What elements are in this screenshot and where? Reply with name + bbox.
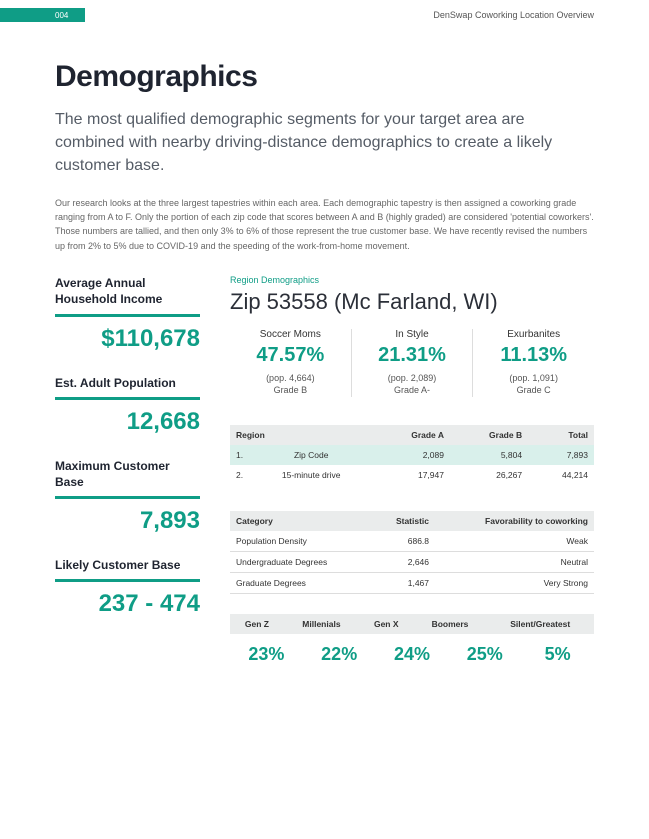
t1-h-a: Grade A [372, 425, 450, 445]
segment: In Style 21.31% (pop. 2,089) Grade A- [351, 329, 473, 396]
gen-v-2: 24% [376, 644, 449, 665]
segment-pct: 11.13% [479, 344, 588, 367]
segment-pop: (pop. 2,089) [358, 373, 467, 385]
t1-r0-n: 1. [230, 445, 250, 465]
t2-h-stat: Statistic [373, 511, 435, 531]
stat-max-value: 7,893 [55, 507, 200, 535]
segment-grade: Grade C [479, 385, 588, 397]
t2-r1-fav: Neutral [435, 551, 594, 572]
gen-v-3: 25% [448, 644, 521, 665]
segment-pct: 47.57% [236, 344, 345, 367]
t2-r1-stat: 2,646 [373, 551, 435, 572]
t2-r0-stat: 686.8 [373, 531, 435, 552]
stat-rule [55, 314, 200, 317]
gen-h-0: Gen Z [230, 614, 284, 634]
segment-pct: 21.31% [358, 344, 467, 367]
stat-pop-label: Est. Adult Population [55, 375, 200, 391]
region-grade-table: Region Grade A Grade B Total 1. Zip Code… [230, 425, 594, 485]
t1-r0-t: 7,893 [528, 445, 594, 465]
segment: Soccer Moms 47.57% (pop. 4,664) Grade B [230, 329, 351, 396]
t1-r1-name: 15-minute drive [250, 465, 372, 485]
t2-h-fav: Favorability to coworking [435, 511, 594, 531]
stat-rule [55, 496, 200, 499]
sidebar-stats: Average Annual Household Income $110,678… [55, 275, 200, 664]
t1-r0-a: 2,089 [372, 445, 450, 465]
t2-h-cat: Category [230, 511, 373, 531]
gen-v-4: 5% [521, 644, 594, 665]
t2-r0-fav: Weak [435, 531, 594, 552]
gen-h-4: Silent/Greatest [486, 614, 594, 634]
page-number-tab: 004 [0, 8, 85, 22]
main-column: Region Demographics Zip 53558 (Mc Farlan… [230, 275, 594, 664]
segment: Exurbanites 11.13% (pop. 1,091) Grade C [472, 329, 594, 396]
stat-income-label: Average Annual Household Income [55, 275, 200, 307]
t2-r2-fav: Very Strong [435, 572, 594, 593]
t2-r1-cat: Undergraduate Degrees [230, 551, 373, 572]
segment-name: Exurbanites [479, 329, 588, 340]
stat-income-value: $110,678 [55, 325, 200, 353]
t1-r0-name: Zip Code [250, 445, 372, 465]
gen-h-1: Millenials [284, 614, 359, 634]
t1-r1-n: 2. [230, 465, 250, 485]
body-paragraph: Our research looks at the three largest … [55, 196, 594, 254]
t1-r1-t: 44,214 [528, 465, 594, 485]
t1-r1-a: 17,947 [372, 465, 450, 485]
gen-v-0: 23% [230, 644, 303, 665]
region-eyebrow: Region Demographics [230, 275, 594, 285]
table-row: Graduate Degrees 1,467 Very Strong [230, 572, 594, 593]
stat-pop-value: 12,668 [55, 408, 200, 436]
stat-likely-label: Likely Customer Base [55, 557, 200, 573]
t1-h-region: Region [230, 425, 372, 445]
t1-h-b: Grade B [450, 425, 528, 445]
table-row: 1. Zip Code 2,089 5,804 7,893 [230, 445, 594, 465]
t1-r1-b: 26,267 [450, 465, 528, 485]
segment-name: In Style [358, 329, 467, 340]
t2-r0-cat: Population Density [230, 531, 373, 552]
page-number: 004 [55, 11, 68, 20]
segments-row: Soccer Moms 47.57% (pop. 4,664) Grade B … [230, 329, 594, 396]
favorability-table: Category Statistic Favorability to cowor… [230, 511, 594, 594]
t2-r2-stat: 1,467 [373, 572, 435, 593]
segment-name: Soccer Moms [236, 329, 345, 340]
stat-max-label: Maximum Customer Base [55, 458, 200, 490]
segment-grade: Grade B [236, 385, 345, 397]
stat-likely-value: 237 - 474 [55, 590, 200, 618]
table-row: Undergraduate Degrees 2,646 Neutral [230, 551, 594, 572]
stat-rule [55, 397, 200, 400]
gen-h-3: Boomers [414, 614, 487, 634]
generations-header: Gen Z Millenials Gen X Boomers Silent/Gr… [230, 614, 594, 634]
t2-r2-cat: Graduate Degrees [230, 572, 373, 593]
t1-r0-b: 5,804 [450, 445, 528, 465]
page-title: Demographics [55, 60, 594, 94]
document-title: DenSwap Coworking Location Overview [433, 10, 594, 20]
region-zip: Zip 53558 (Mc Farland, WI) [230, 289, 594, 315]
gen-h-2: Gen X [359, 614, 414, 634]
stat-rule [55, 579, 200, 582]
segment-grade: Grade A- [358, 385, 467, 397]
lead-paragraph: The most qualified demographic segments … [55, 108, 594, 178]
table-row: Population Density 686.8 Weak [230, 531, 594, 552]
page-header: 004 DenSwap Coworking Location Overview [0, 0, 649, 30]
segment-pop: (pop. 4,664) [236, 373, 345, 385]
generations-values: 23% 22% 24% 25% 5% [230, 644, 594, 665]
t1-h-t: Total [528, 425, 594, 445]
segment-pop: (pop. 1,091) [479, 373, 588, 385]
gen-v-1: 22% [303, 644, 376, 665]
table-row: 2. 15-minute drive 17,947 26,267 44,214 [230, 465, 594, 485]
